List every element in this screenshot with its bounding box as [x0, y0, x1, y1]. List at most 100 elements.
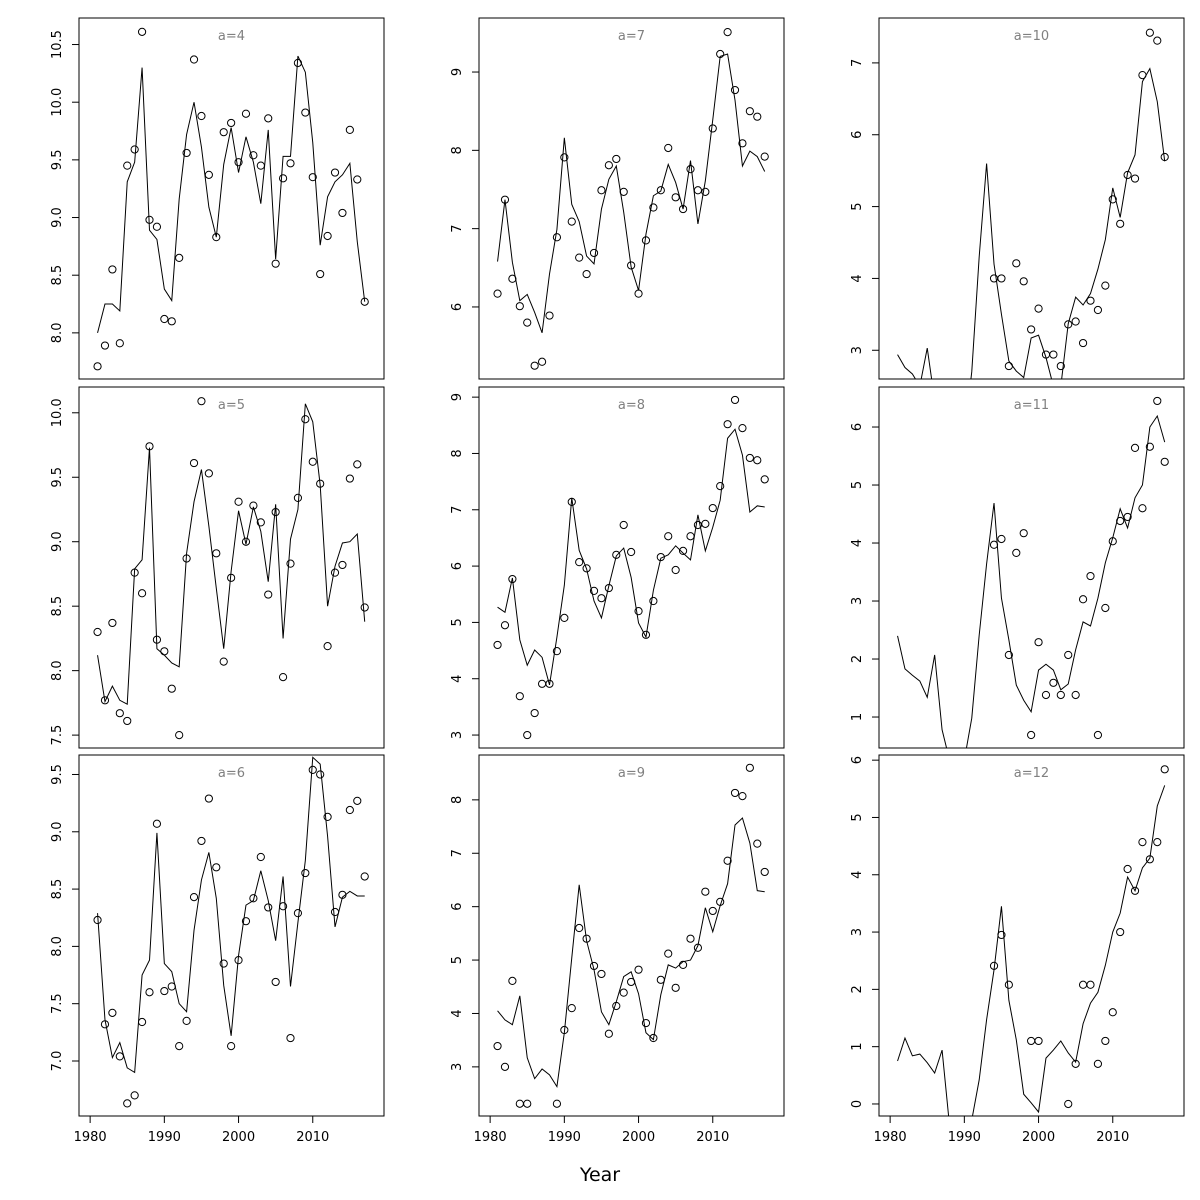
data-point: [567, 217, 576, 226]
data-point: [353, 460, 362, 469]
data-point: [575, 558, 584, 567]
y-tick-label: 5: [850, 481, 865, 489]
x-tick-label: 2000: [222, 1130, 255, 1145]
data-point: [641, 630, 651, 639]
data-point: [1012, 548, 1021, 557]
data-point: [301, 108, 310, 117]
data-point: [256, 852, 265, 862]
data-point: [545, 679, 554, 688]
data-point: [330, 907, 340, 917]
y-tick-label: 1: [850, 713, 865, 721]
data-point: [530, 708, 539, 718]
panel-title: a=9: [618, 766, 645, 781]
y-tick-label: 2: [850, 655, 865, 663]
data-point: [723, 27, 732, 37]
y-tick-label: 3: [850, 928, 865, 936]
data-point: [278, 672, 288, 682]
y-tick-label: 10.0: [50, 88, 65, 117]
y-tick-label: 4: [850, 871, 865, 879]
data-point: [671, 193, 680, 202]
panel-box: [478, 386, 785, 749]
y-tick-label: 8.5: [50, 596, 65, 617]
data-point: [1064, 650, 1073, 660]
data-point: [649, 596, 658, 606]
panel-box: [78, 754, 385, 1117]
y-tick-label: 8.0: [50, 936, 65, 957]
data-point: [597, 594, 606, 603]
plot-area: [493, 763, 769, 1108]
data-point: [997, 274, 1006, 283]
data-point: [167, 684, 176, 693]
data-point: [241, 917, 251, 926]
data-point: [197, 111, 206, 121]
data-point: [345, 474, 354, 483]
plot-area: [93, 756, 369, 1108]
data-point: [760, 152, 769, 161]
data-point: [634, 965, 643, 974]
y-tick-label: 3: [850, 346, 865, 354]
data-point: [701, 187, 710, 196]
y-tick-label: 9.5: [50, 467, 65, 488]
data-point: [212, 549, 221, 558]
data-point: [760, 475, 769, 484]
data-point: [604, 161, 613, 170]
panel: a=11 1 2 3 4 5 6: [850, 386, 1185, 749]
data-point: [634, 289, 643, 298]
data-point: [1101, 603, 1110, 613]
data-point: [701, 519, 710, 528]
data-point: [738, 424, 747, 433]
y-tick-label: 3: [850, 597, 865, 605]
y-tick-label: 9.0: [50, 821, 65, 842]
data-point: [197, 836, 206, 846]
data-point: [204, 469, 213, 478]
data-point: [1027, 325, 1036, 334]
data-point: [589, 586, 599, 595]
y-tick-label: 1: [850, 1043, 865, 1051]
y-tick-label: 3: [450, 731, 465, 739]
data-point: [1071, 690, 1080, 700]
data-point: [678, 546, 688, 555]
data-point: [745, 453, 754, 463]
data-point: [1130, 443, 1140, 453]
panel: a=10 3 4 5 6 7: [850, 17, 1185, 380]
y-tick-label: 8: [450, 146, 465, 154]
data-point: [1138, 837, 1147, 847]
plot-area: [493, 395, 769, 740]
data-point: [204, 794, 213, 803]
data-point: [1101, 1036, 1110, 1046]
data-point: [182, 148, 191, 158]
panel-title: a=11: [1014, 398, 1049, 413]
data-point: [604, 1029, 613, 1038]
y-tick-label: 5: [450, 956, 465, 964]
data-point: [204, 170, 213, 179]
data-point: [1086, 980, 1095, 989]
data-point: [145, 988, 154, 997]
y-tick-label: 8.5: [50, 879, 65, 900]
data-point: [753, 839, 762, 848]
data-point: [123, 161, 132, 170]
data-point: [1160, 457, 1169, 466]
data-point: [493, 289, 502, 298]
data-point: [301, 415, 310, 424]
data-point: [627, 261, 636, 270]
data-point: [1049, 678, 1058, 687]
data-point: [523, 318, 532, 327]
plot-area: [93, 397, 369, 740]
data-point: [664, 143, 673, 153]
data-point: [641, 1018, 651, 1028]
data-point: [249, 894, 258, 903]
data-point: [515, 1099, 524, 1108]
data-point: [708, 503, 717, 513]
y-tick-label: 4: [450, 1009, 465, 1017]
data-point: [1093, 1059, 1103, 1068]
data-point: [301, 868, 310, 878]
x-tick-label: 2010: [296, 1130, 329, 1145]
y-tick-label: 9.5: [50, 764, 65, 785]
data-point: [515, 692, 524, 701]
data-point: [256, 161, 265, 170]
fitted-line: [97, 55, 366, 333]
y-tick-label: 4: [850, 274, 865, 282]
fitted-line: [97, 756, 365, 1074]
data-point: [1064, 1099, 1073, 1109]
y-tick-label: 2: [850, 985, 865, 993]
